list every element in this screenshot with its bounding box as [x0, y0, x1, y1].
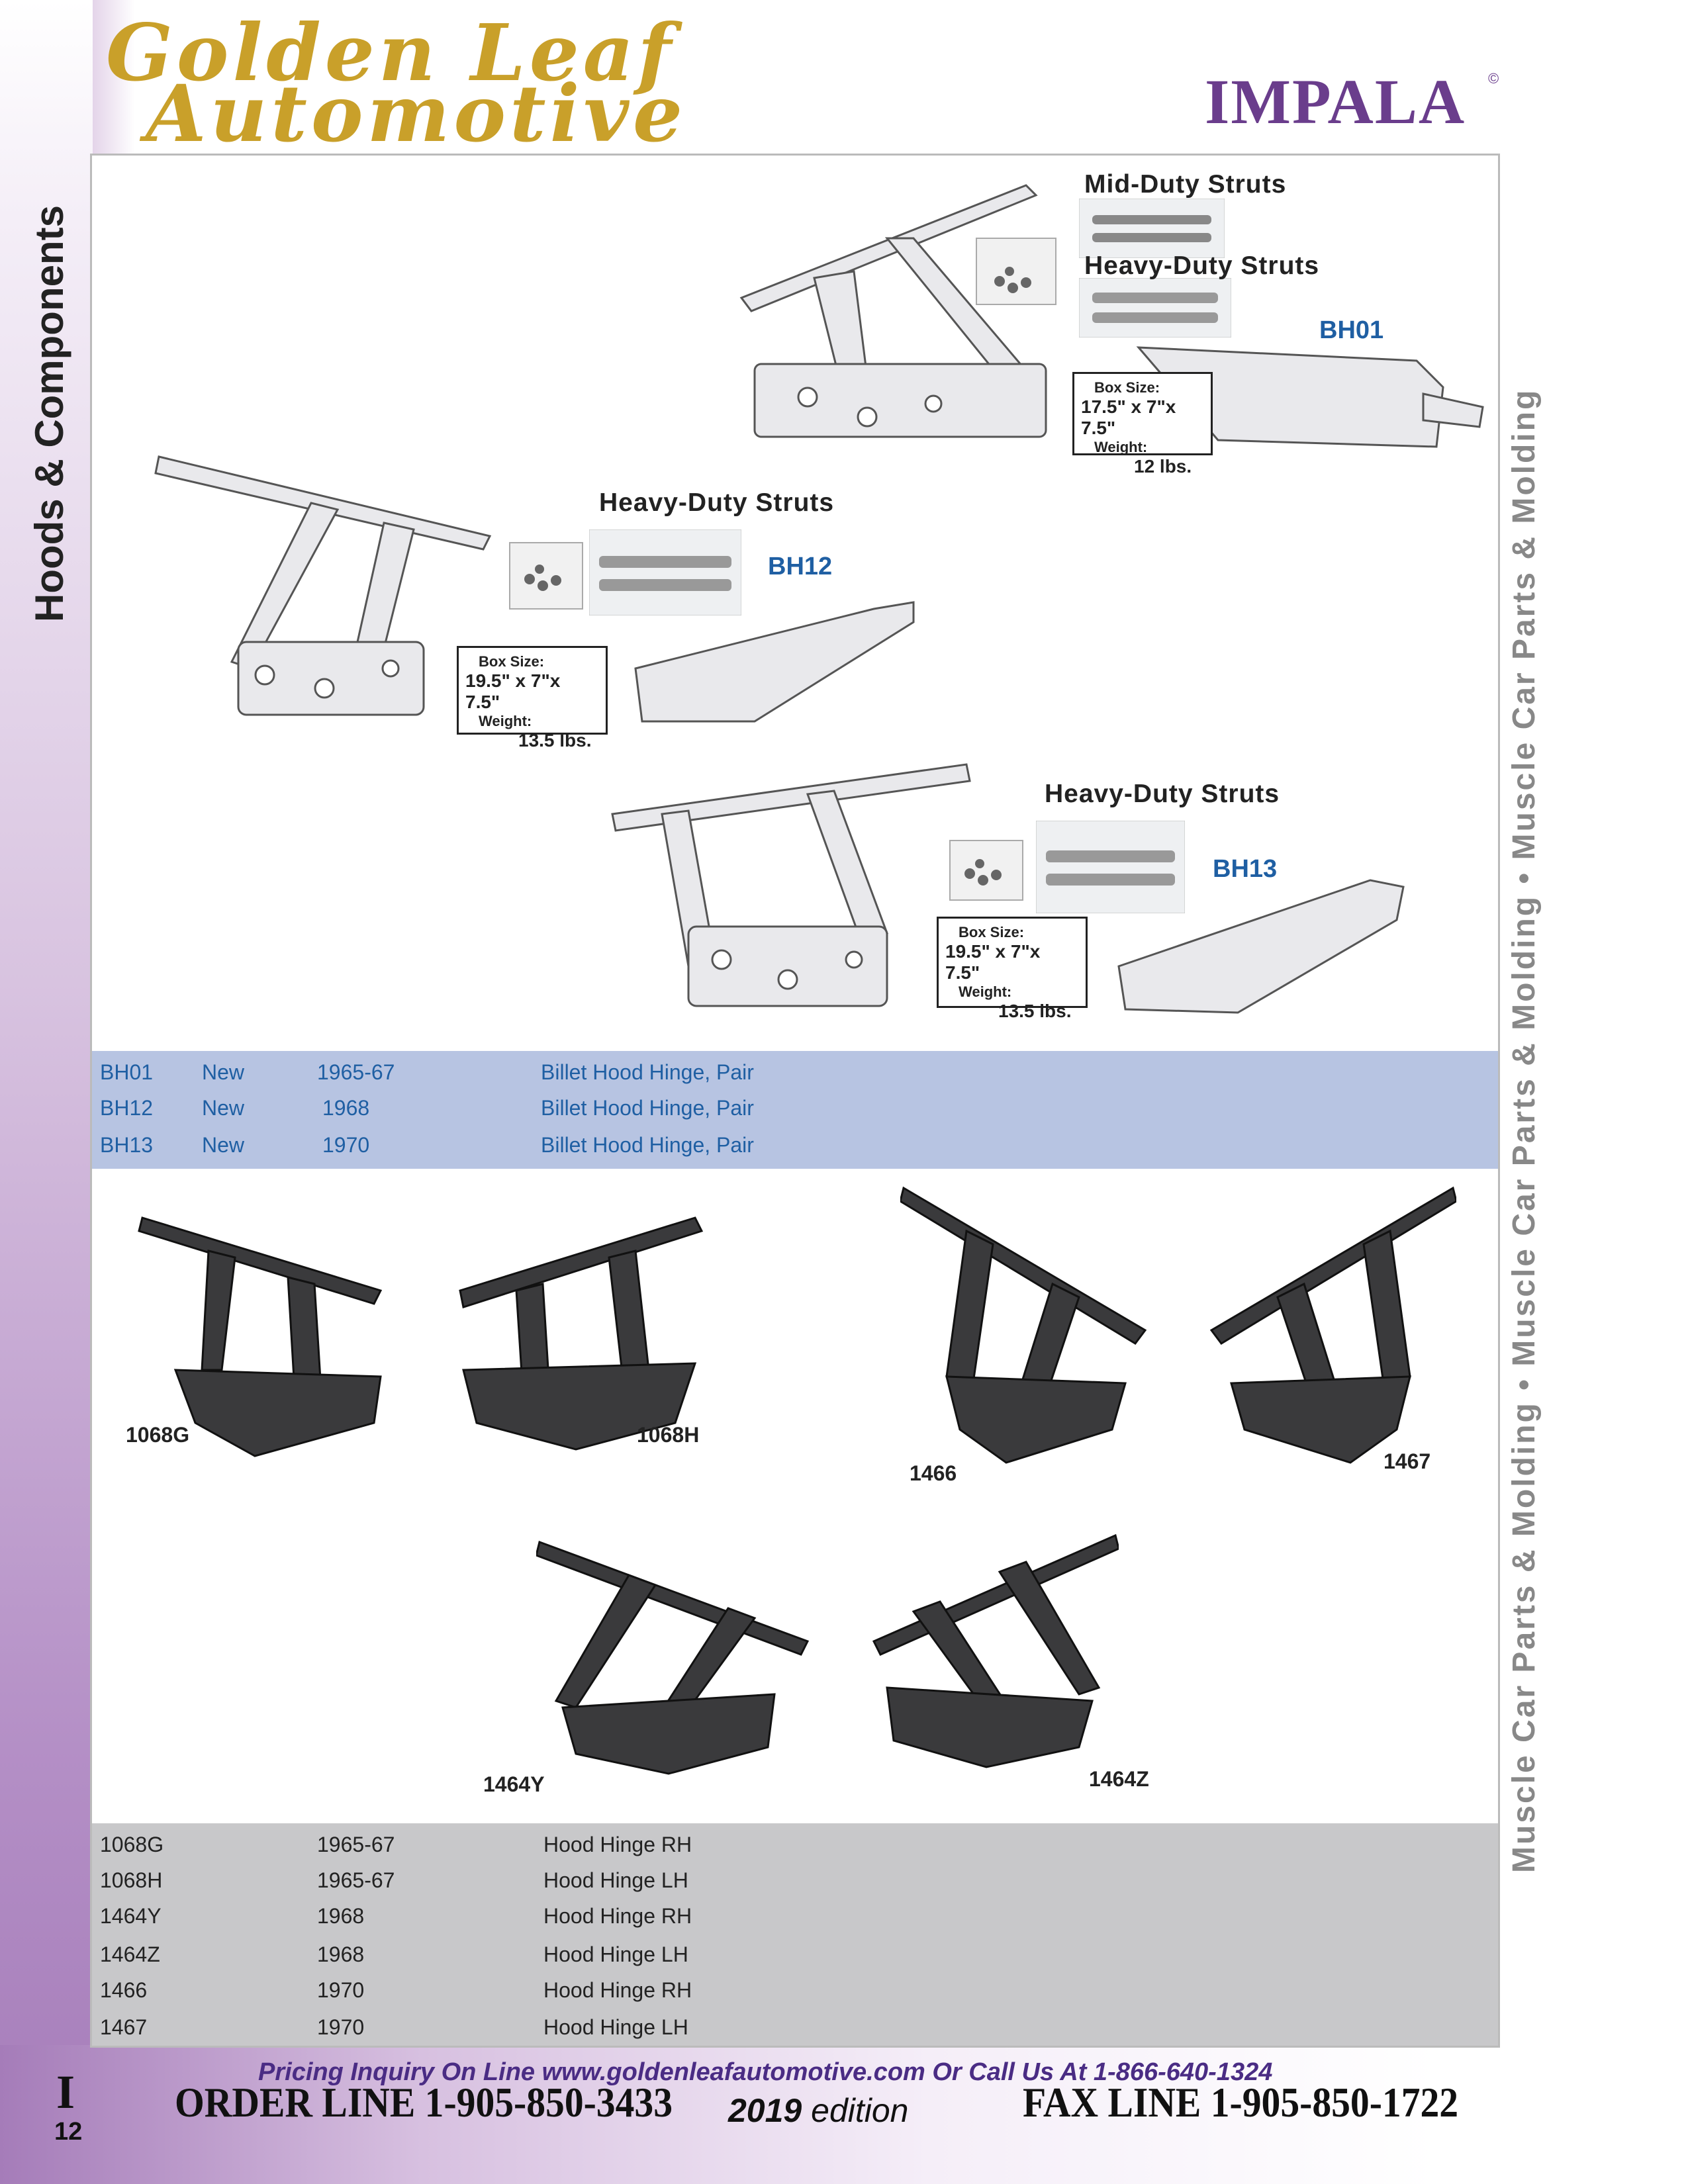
side-tagline: Muscle Car Parts & Molding • Muscle Car … [1507, 388, 1542, 1873]
bh13-hardware-bag-image [949, 840, 1023, 901]
bh12-hinge-side-image [634, 601, 915, 723]
bh12-heavy-duty-struts-image [589, 529, 741, 615]
hood-hinge-table: 1068G 1965-67 Hood Hinge RH 1068H 1965-6… [92, 1823, 1498, 2046]
bh12-hardware-bag-image [509, 542, 583, 610]
bh13-box-info: Box Size: 19.5" x 7"x 7.5" Weight: 13.5 … [937, 917, 1088, 1021]
part-number: 1464Y [100, 1904, 162, 1928]
section-side-title: Hoods & Components [27, 205, 71, 622]
part-number: 1068H [100, 1868, 163, 1892]
bh01-hardware-bag-image [976, 238, 1056, 305]
hinge-label-1068h: 1068H [637, 1423, 700, 1447]
part-year: 1968 [322, 1096, 370, 1120]
fax-line: FAX LINE 1-905-850-1722 [1023, 2079, 1459, 2126]
hinge-1464y-image [536, 1541, 810, 1775]
bh13-weight-label: Weight: [959, 983, 1012, 1000]
bh13-box-label: Box Size: [959, 924, 1025, 940]
page-number: 12 [54, 2118, 83, 2146]
bh12-box-dims: 19.5" x 7"x 7.5" [465, 670, 561, 712]
part-status: New [202, 1133, 245, 1157]
hinge-label-1068g: 1068G [126, 1423, 190, 1447]
bh01-hinge-image [739, 184, 1047, 438]
part-description: Hood Hinge LH [543, 1868, 688, 1892]
bh01-mid-duty-label: Mid-Duty Struts [1084, 170, 1287, 199]
bh12-hinge-image [154, 455, 492, 716]
bh01-code: BH01 [1319, 316, 1384, 344]
bh13-hinge-side-image [1117, 879, 1405, 1014]
hinge-1068h-image [459, 1216, 704, 1451]
bh01-weight-label: Weight: [1094, 439, 1148, 455]
part-year: 1970 [317, 2015, 365, 2039]
part-status: New [202, 1060, 245, 1084]
catalog-title: IMPALA [1205, 66, 1466, 137]
part-year: 1970 [317, 1978, 365, 2002]
order-line: ORDER LINE 1-905-850-3433 [175, 2079, 673, 2126]
section-letter: I [56, 2066, 75, 2118]
bh12-box-label: Box Size: [479, 653, 545, 670]
bh12-weight-label: Weight: [479, 713, 532, 729]
bh01-heavy-duty-label: Heavy-Duty Struts [1084, 251, 1320, 280]
part-year: 1968 [317, 1904, 365, 1928]
hinge-label-1467: 1467 [1383, 1449, 1431, 1473]
part-status: New [202, 1096, 245, 1120]
part-description: Hood Hinge RH [543, 1904, 692, 1928]
brand-logo-line1: Golden Leaf [106, 7, 676, 99]
bh01-box-info: Box Size: 17.5" x 7"x 7.5" Weight: 12 lb… [1072, 372, 1213, 477]
bh13-weight-value: 13.5 lbs. [998, 1001, 1072, 1021]
bh13-code: BH13 [1213, 855, 1278, 883]
bh01-mid-duty-struts-image [1079, 199, 1225, 258]
edition-word: edition [811, 2092, 909, 2129]
bottom-gradient-band [0, 2045, 1688, 2184]
hinge-1466-image [900, 1186, 1147, 1464]
part-year: 1965-67 [317, 1868, 395, 1892]
part-year: 1970 [322, 1133, 370, 1157]
hinge-label-1464z: 1464Z [1089, 1767, 1149, 1791]
part-description: Billet Hood Hinge, Pair [541, 1060, 754, 1084]
copyright-mark: © [1488, 70, 1499, 87]
hinge-1464z-image [872, 1533, 1119, 1768]
part-number: 1466 [100, 1978, 148, 2002]
part-year: 1965-67 [317, 1833, 395, 1856]
part-description: Billet Hood Hinge, Pair [541, 1096, 754, 1120]
billet-hinge-table: BH01 New 1965-67 Billet Hood Hinge, Pair… [92, 1051, 1498, 1169]
edition-year: 2019 [728, 2092, 802, 2129]
part-year: 1968 [317, 1942, 365, 1966]
hinge-label-1464y: 1464Y [483, 1772, 545, 1796]
bh12-heavy-duty-label: Heavy-Duty Struts [599, 488, 835, 517]
bh01-box-label: Box Size: [1094, 379, 1160, 396]
part-description: Hood Hinge RH [543, 1978, 692, 2002]
bh01-weight-value: 12 lbs. [1134, 456, 1192, 477]
hinge-label-1466: 1466 [910, 1461, 957, 1485]
bh13-box-dims: 19.5" x 7"x 7.5" [945, 941, 1041, 983]
hinge-1068g-image [138, 1216, 383, 1457]
brand-logo-line2: Automotive [146, 68, 687, 159]
part-description: Hood Hinge LH [543, 1942, 688, 1966]
part-number: 1068G [100, 1833, 164, 1856]
part-description: Hood Hinge LH [543, 2015, 688, 2039]
hinge-1467-image [1209, 1186, 1456, 1464]
bh12-weight-value: 13.5 lbs. [518, 730, 592, 751]
part-number: 1464Z [100, 1942, 160, 1966]
bh12-code: BH12 [768, 553, 833, 580]
part-number: BH12 [100, 1096, 154, 1120]
edition-label: 2019 edition [728, 2091, 908, 2130]
brand-logo: Golden Leaf Automotive [106, 7, 702, 159]
part-number: BH01 [100, 1060, 154, 1084]
bh13-heavy-duty-label: Heavy-Duty Struts [1045, 780, 1280, 808]
part-description: Hood Hinge RH [543, 1833, 692, 1856]
part-number: 1467 [100, 2015, 148, 2039]
bh12-box-info: Box Size: 19.5" x 7"x 7.5" Weight: 13.5 … [457, 646, 608, 751]
bh13-hinge-image [611, 763, 971, 1007]
part-number: BH13 [100, 1133, 154, 1157]
pricing-inquiry-line: Pricing Inquiry On Line www.goldenleafau… [258, 2058, 1273, 2086]
bh01-heavy-duty-struts-image [1079, 278, 1231, 338]
part-year: 1965-67 [317, 1060, 395, 1084]
left-gradient-band [0, 0, 93, 2184]
bh13-heavy-duty-struts-image [1036, 821, 1185, 913]
bh01-box-dims: 17.5" x 7"x 7.5" [1081, 396, 1176, 438]
part-description: Billet Hood Hinge, Pair [541, 1133, 754, 1157]
